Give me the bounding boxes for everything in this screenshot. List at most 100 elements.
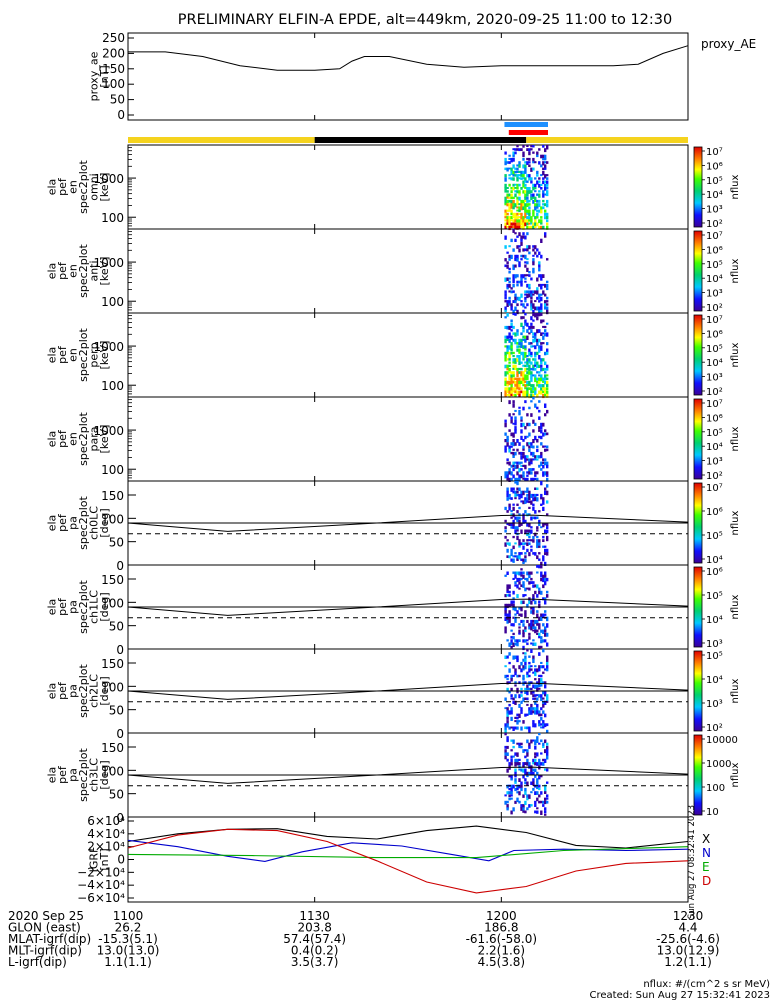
spectrogram-cell [508,506,511,511]
spectrogram-cell [534,313,537,318]
spectrogram-cell [526,216,529,220]
spectrogram-cell [546,477,549,482]
spectrogram-cell [508,497,511,500]
spectrogram-cell [530,300,533,305]
spectrogram-cell [532,619,535,623]
spectrogram-cell [546,303,549,306]
y-tick-label: 100 [101,295,124,309]
colorbar-tick-label: 10² [706,303,723,314]
spectrogram-cell [528,293,531,298]
spectrogram-cell [540,219,543,224]
spectrogram-cell [546,258,549,261]
igrf-X-line [127,825,689,849]
spectrogram-cell [524,290,527,294]
spectrogram-cell [532,445,535,449]
spectrogram-cell [526,458,529,461]
spectrogram-cell [546,577,549,582]
spectrogram-cell [516,487,519,491]
spectrogram-cell [520,745,523,749]
spectrogram-cell [530,668,533,671]
spectrogram-cell [510,726,513,729]
spectrogram-cell [520,493,523,499]
spectrogram-cell [536,594,539,598]
spectrogram-cell [512,206,515,210]
spectrogram-cell [546,616,549,622]
spectrogram-cell [520,332,523,336]
spectrogram-cell [506,283,509,288]
spectrogram-cell [514,193,517,198]
spectrogram-cell [524,778,527,782]
spectrogram-cell [522,678,525,681]
spectrogram-cell [546,300,549,303]
spectrogram-cell [522,345,525,350]
spectrogram-cell [520,523,523,526]
spectrogram-cell [542,422,545,427]
spectrogram-cell [536,629,539,633]
spectrogram-cell [536,807,539,810]
spectrogram-cell [540,296,543,302]
spectrogram-cell [524,161,527,164]
igrf-legend-E: E [702,860,710,874]
spectrogram-cell [540,384,543,387]
spectrogram-cell [524,490,527,493]
spectrogram-cell [546,526,549,529]
spectrogram-cell [504,293,507,297]
spectrogram-cell [528,274,531,277]
spectrogram-cell [510,419,513,424]
spectrogram-cell [536,710,539,715]
spectrogram-cell [510,335,513,340]
spectrogram-cell [514,464,517,470]
spectrogram-cell [504,445,507,450]
spectrogram-cell [538,545,541,548]
spectrogram-cell [542,710,545,714]
spectrogram-cell [544,380,547,385]
spectrogram-cell [522,600,525,604]
spectrogram-cell [526,442,529,447]
spectrogram-cell [542,180,545,185]
spectrogram-cell [512,623,515,627]
spectrogram-cell [544,154,547,159]
spectrogram-cell [532,458,535,461]
spectrogram-cell [544,613,547,616]
spectrogram-cell [512,674,515,677]
spectrogram-cell [528,380,531,385]
spectrogram-cell [506,590,509,594]
spectrogram-cell [540,206,543,210]
spectrogram-cell [530,477,533,482]
spectrogram-cell [522,206,525,210]
spectrogram-cell [528,574,531,579]
spectrogram-cell [518,338,521,343]
spectrogram-cell [528,804,531,808]
spectrogram-cell [520,435,523,440]
spectrogram-cell [534,455,537,459]
spectrogram-cell [524,203,527,207]
spectrogram-cell [538,794,541,798]
spectrogram-cell [506,222,509,225]
spectrogram-cell [540,293,543,296]
spectrogram-cell [520,419,523,422]
spectrogram-cell [506,542,509,545]
spectrogram-cell [544,445,547,448]
spectrogram-cell [524,280,527,283]
spectrogram-cell [506,791,509,795]
spectrogram-cell [528,626,531,630]
spectrogram-cell [544,148,547,153]
spectrogram-cell [508,206,511,211]
spectrogram-cell [540,629,543,633]
spectrogram-cell [530,493,533,498]
spectrogram-cells [504,649,549,734]
spectrogram-cell [524,167,527,172]
spectrogram-cell [508,358,511,361]
spectrogram-cell [532,183,535,189]
spectrogram-cell [504,697,507,701]
spectrogram-cell [524,610,527,615]
footer-row-label: MLT-igrf(dip) [8,944,82,958]
proxy-ae-legend: proxy_AE [701,37,756,51]
spectrogram-cell [526,639,529,642]
panel-ylabel: pa [67,768,80,782]
spectrogram-cell [516,206,519,209]
spectrogram-cell [546,380,549,385]
spectrogram-cell [530,167,533,172]
spectrogram-cell [544,561,547,566]
spectrogram-cell [528,222,531,225]
